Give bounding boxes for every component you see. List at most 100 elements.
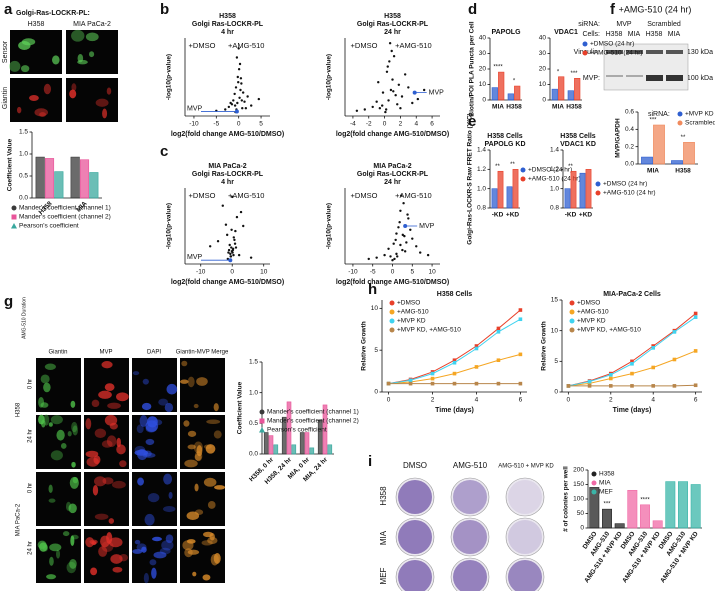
point — [236, 75, 239, 79]
point — [422, 88, 426, 92]
point — [236, 101, 239, 105]
legend-label: Mander's coefficient (channel 2) — [19, 214, 111, 221]
y-tick-label: 0.5 — [19, 173, 28, 180]
point — [400, 194, 403, 197]
y-tick-label: 1.4 — [477, 147, 486, 154]
legend-label: +MVP KD — [577, 318, 606, 325]
point — [518, 317, 523, 322]
point — [234, 246, 238, 249]
point — [403, 73, 407, 76]
point — [518, 308, 523, 312]
point — [430, 371, 435, 376]
legend-label: +AMG-510 — [577, 309, 609, 316]
point — [416, 97, 420, 101]
legend-marker — [389, 309, 395, 315]
micrograph — [66, 78, 118, 122]
cell-signal — [144, 513, 155, 526]
legend-label: +AMG-510 (24 hr) — [528, 176, 581, 183]
y-axis-label: # of colonies per well — [563, 466, 570, 532]
cell-signal — [104, 383, 115, 392]
cell-signal — [134, 539, 141, 545]
cell-signal — [196, 377, 208, 386]
significance: * — [557, 69, 560, 75]
bar — [506, 186, 513, 209]
point — [396, 255, 399, 258]
bar — [322, 404, 328, 455]
chart-title: Golgi Ras-LOCKR-PL — [192, 171, 264, 178]
blot-label: MVP: — [583, 75, 600, 82]
point — [384, 108, 388, 111]
column-label: AMG-510 — [453, 461, 488, 470]
point — [230, 246, 233, 249]
y-tick-label: 30 — [539, 50, 547, 57]
point — [243, 100, 246, 103]
cell-signal — [92, 484, 99, 496]
y-tick-label: 200 — [573, 467, 584, 474]
significance: ** — [568, 164, 573, 170]
cell-signal — [186, 511, 200, 521]
point — [402, 202, 405, 205]
point — [392, 90, 395, 93]
chart-title: H358 Cells — [560, 133, 596, 140]
significance: *** — [649, 118, 657, 124]
bar — [589, 487, 600, 529]
x-axis-label: log2(fold change AMG-510/DMSO) — [336, 279, 449, 286]
cell-signal — [34, 108, 48, 117]
y-tick-label: 1.4 — [550, 147, 559, 154]
x-tick-label: 2 — [431, 397, 435, 404]
chart-title: MIA PaCa-2 — [208, 163, 246, 170]
cell-signal — [143, 572, 149, 584]
cell-signal — [38, 396, 45, 408]
point — [239, 88, 242, 92]
point — [224, 223, 228, 226]
y-tick-label: 10 — [551, 327, 559, 334]
point — [383, 253, 386, 257]
point — [401, 248, 404, 252]
point — [241, 91, 245, 94]
cell-signal — [207, 501, 216, 509]
point — [397, 226, 400, 229]
y-tick-label: 0.4 — [625, 126, 634, 133]
cell-signal — [180, 379, 189, 384]
point — [396, 103, 399, 106]
panel-letter: a — [4, 1, 13, 18]
legend-marker — [520, 176, 526, 182]
legend-marker — [591, 471, 597, 477]
cell-signal — [71, 421, 78, 433]
micrograph — [10, 30, 62, 74]
cell-signal — [207, 536, 218, 545]
point — [391, 259, 394, 262]
legend-marker — [11, 214, 17, 220]
blot-label: 130 kDa — [687, 49, 713, 56]
point — [232, 236, 235, 239]
point — [234, 229, 237, 233]
colonies — [508, 480, 542, 514]
point — [240, 99, 244, 102]
point — [232, 99, 235, 102]
cell-signal — [143, 450, 152, 457]
bar — [491, 188, 498, 209]
y-tick-label: 0 — [374, 389, 378, 396]
column-label: Giantin-MVP Merge — [176, 350, 229, 356]
point — [242, 224, 245, 228]
legend-label: Mander's coefficient (channel 1) — [267, 409, 359, 416]
cell-signal — [147, 416, 158, 428]
cell-signal — [98, 390, 112, 399]
point-label: MVP — [187, 254, 203, 261]
cell-signal — [51, 55, 60, 65]
point-label: MVP — [429, 89, 445, 96]
chart-title: PAPOLG KD — [484, 141, 525, 148]
x-tick-label: 6 — [519, 397, 523, 404]
point — [651, 346, 656, 350]
point — [496, 381, 501, 386]
point — [392, 242, 395, 245]
cell-signal — [181, 360, 188, 367]
cell-signal — [164, 402, 174, 413]
panel-letter: g — [4, 293, 13, 310]
point — [399, 209, 402, 212]
point — [246, 95, 249, 98]
legend-label: Mander's coefficient (channel 1) — [19, 205, 111, 212]
y-tick-label: 0 — [580, 525, 584, 532]
bar — [291, 444, 297, 455]
bar — [317, 419, 323, 455]
